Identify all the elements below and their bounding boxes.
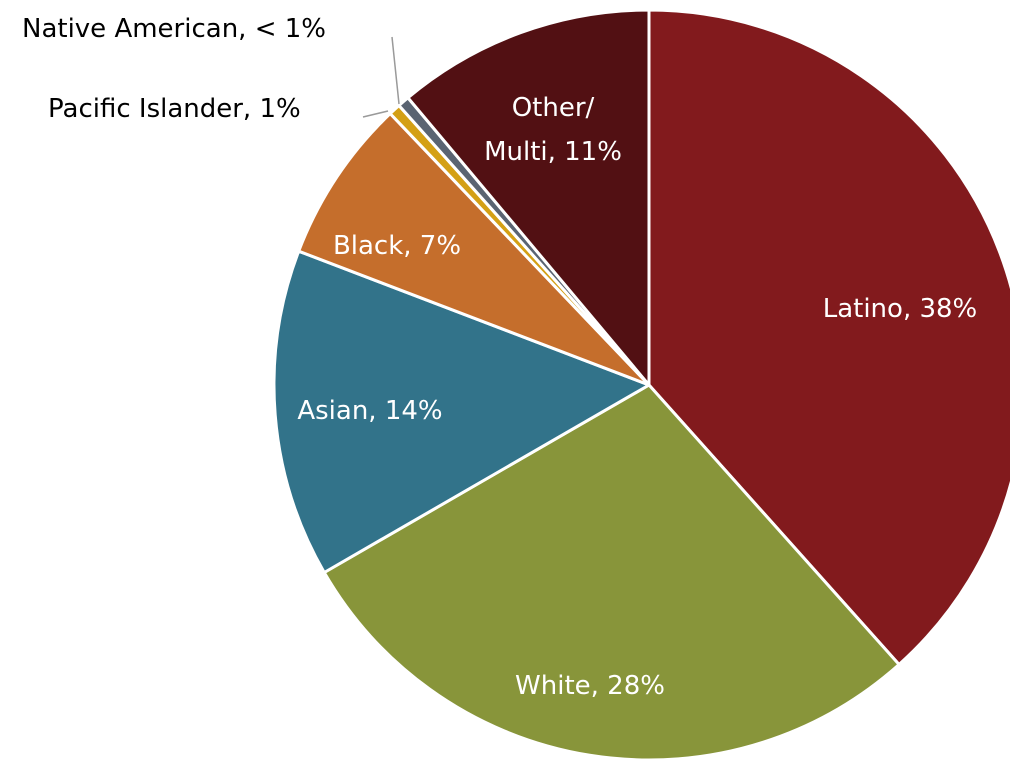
- pie-slice-black: [297, 112, 651, 387]
- leader-lines: [362, 36, 400, 118]
- slice-labels: Latino, 38% White, 28% Asian, 14% Black, 7%…: [22, 14, 977, 701]
- slice-label-asian: Asian, 14%: [297, 396, 442, 426]
- slice-label-other-multi: Other/Multi, 11%: [484, 93, 622, 167]
- slice-label-white: White, 28%: [515, 671, 665, 701]
- pie-slice-asian: [272, 249, 651, 574]
- pie-slices: [272, 8, 1010, 762]
- slice-label-native-american: Native American, < 1%: [22, 14, 326, 44]
- slice-label-latino: Latino, 38%: [823, 294, 978, 324]
- slice-label-pacific-islander: Pacific Islander, 1%: [48, 94, 301, 124]
- leader-line-pacific-islander: [362, 110, 389, 118]
- leader-line-native-american: [391, 36, 400, 105]
- pie-slice-latino: [647, 8, 1010, 666]
- pie-slice-white: [322, 383, 901, 762]
- slice-label-black: Black, 7%: [333, 231, 461, 261]
- pie-slice-other-multi: [406, 8, 651, 387]
